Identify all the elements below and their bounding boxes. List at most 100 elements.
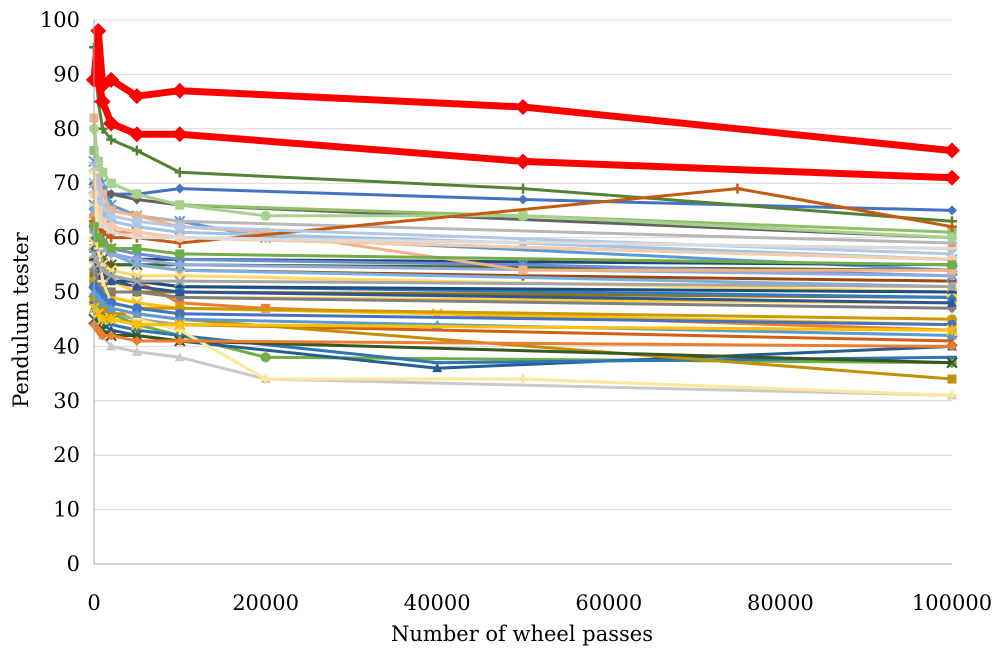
data-point [174,275,186,287]
series-line [90,27,956,155]
data-point [947,265,957,275]
data-point [944,142,960,159]
x-tick-label: 0 [87,591,100,615]
data-point [106,330,117,341]
data-point [947,221,957,232]
data-point [106,303,117,313]
data-point [174,221,186,233]
series-group [86,22,960,401]
data-point [260,352,271,363]
series [88,302,958,336]
data-point [732,183,743,194]
data-point [98,238,108,248]
data-point [131,303,142,314]
x-tick-label: 100000 [912,591,992,615]
data-point [174,183,185,194]
data-point [131,254,142,265]
y-tick-label: 100 [40,8,80,32]
data-point [103,115,120,132]
data-point [90,22,107,39]
data-point [515,153,531,170]
data-point [518,374,528,385]
data-point [261,227,271,237]
data-point [105,313,117,325]
x-tick-label: 20000 [232,591,299,615]
data-point [260,374,271,385]
data-point [131,189,142,200]
data-point [947,374,957,384]
data-point [947,297,957,307]
data-point [946,357,958,369]
series [89,203,957,250]
series [89,319,957,352]
data-point [174,199,185,210]
data-point [106,232,117,243]
data-point [97,330,108,341]
y-tick-label: 60 [53,226,80,250]
data-point [106,205,116,215]
y-tick-label: 70 [53,171,80,195]
data-point [174,335,185,346]
data-point [106,243,116,253]
data-point [518,183,528,194]
data-point [174,308,185,319]
data-point [174,287,185,296]
data-point [128,126,145,143]
data-point [175,249,185,259]
data-point [96,313,109,325]
data-point [103,71,120,88]
data-point [131,281,142,291]
data-point [175,298,185,308]
data-point [947,227,957,237]
y-tick-label: 50 [53,280,80,304]
data-point [106,309,116,319]
data-point [106,276,117,286]
data-point [946,280,958,293]
y-tick-label: 80 [53,117,80,141]
data-point [947,390,957,401]
data-point [131,259,142,270]
data-point [105,269,117,282]
data-point [132,243,142,253]
data-point [105,210,117,222]
series [86,22,960,159]
series [88,161,958,260]
data-point [128,88,145,105]
data-point [97,123,108,134]
data-point [106,189,117,200]
data-point [174,318,186,331]
axes [93,20,952,565]
data-point [132,211,142,221]
data-point [947,260,957,270]
series [89,281,957,330]
x-axis-title: Number of wheel passes [391,622,653,646]
data-point [174,167,185,178]
data-point [93,292,104,302]
data-point [131,215,143,227]
y-tick-label: 10 [53,498,80,522]
x-tick-label: 80000 [747,591,814,615]
data-point [947,232,957,243]
data-point [96,264,109,276]
data-point [131,275,143,287]
data-point [947,341,957,352]
y-tick-label: 90 [53,62,80,86]
y-axis-title: Pendulum tester [9,231,33,407]
data-point [174,259,185,270]
x-tick-label: 40000 [404,591,471,615]
data-point [171,126,188,143]
data-point [518,210,528,221]
data-point [944,169,960,186]
data-point [131,308,142,318]
tick-labels: 0 10 20 30 40 50 60 70 80 90 100 0 20000 40000 60000 80… [40,8,992,615]
data-point [97,167,108,178]
data-point [131,335,142,346]
data-point [106,341,117,351]
data-point [946,324,958,336]
data-point [131,227,142,238]
data-point [432,363,443,373]
data-point [518,265,528,275]
series [88,248,958,293]
